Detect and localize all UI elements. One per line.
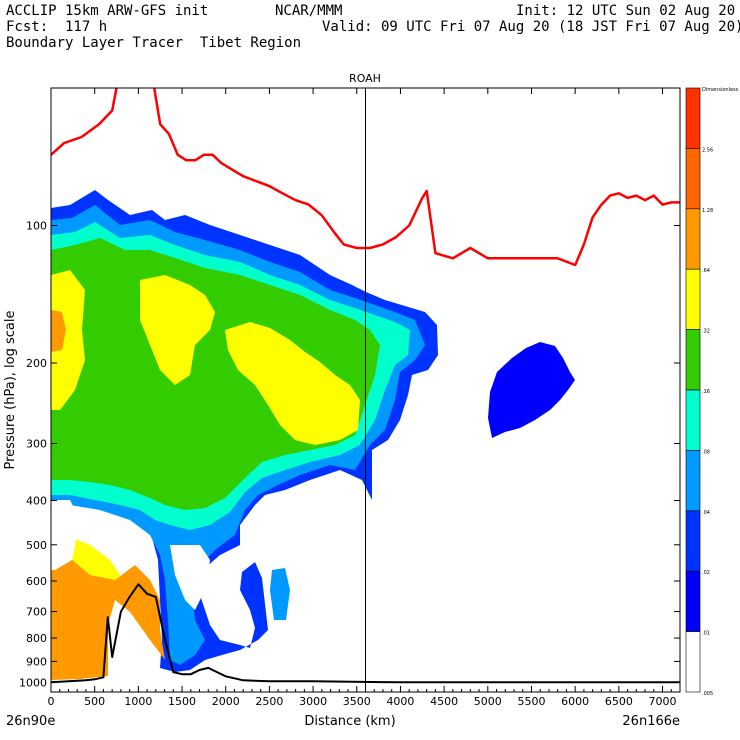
- x-tick-label: 1000: [124, 695, 152, 708]
- valid-time: Valid: 09 UTC Fri 07 Aug 20 (18 JST Fri …: [322, 19, 740, 35]
- field-description: Boundary Layer Tracer Tibet Region: [6, 35, 302, 51]
- y-tick-label: 1000: [19, 676, 47, 689]
- colorbar-swatch: [685, 87, 701, 149]
- x-tick-label: 6000: [561, 695, 589, 708]
- x-tick-label: 2000: [212, 695, 240, 708]
- x-tick-label: 6500: [605, 695, 633, 708]
- y-tick-label: 300: [26, 437, 47, 450]
- colorbar-label: .08: [702, 449, 710, 455]
- y-tick-label: 800: [26, 632, 47, 645]
- y-axis-label: Pressure (hPa), log scale: [3, 311, 18, 470]
- colorbar-swatch: [685, 389, 701, 451]
- x-tick-label: 7000: [649, 695, 677, 708]
- axis-layer: 0 500 1000 1500 2000 2500 3000 3500 4000 4500 5000…: [19, 88, 680, 708]
- tropopause-line: [51, 88, 680, 267]
- colorbar-swatch: [685, 570, 701, 632]
- colorbar-label: Dimensionless: [702, 87, 739, 93]
- colorbar-label: 1.28: [702, 208, 713, 214]
- colorbar-label: 2.56: [702, 147, 713, 153]
- forecast-hour: Fcst: 117 h: [6, 19, 108, 35]
- chart-title: ROAH: [349, 72, 381, 85]
- x-tick-label: 4500: [430, 695, 458, 708]
- organization-label: NCAR/MMM: [275, 3, 343, 19]
- y-tick-label: 500: [26, 539, 47, 552]
- x-tick-label: 1500: [168, 695, 196, 708]
- colorbar-swatch: [685, 148, 701, 210]
- x-tick-label: 3000: [299, 695, 327, 708]
- model-title: ACCLIP 15km ARW-GFS init: [6, 3, 209, 19]
- x-tick-label: 4000: [386, 695, 414, 708]
- x-tick-label: 5500: [517, 695, 545, 708]
- x-tick-label: 3500: [343, 695, 371, 708]
- init-time: Init: 12 UTC Sun 02 Aug 20: [516, 3, 736, 19]
- colorbar-swatch: [685, 208, 701, 270]
- colorbar-swatch: [685, 510, 701, 572]
- y-tick-label: 400: [26, 495, 47, 508]
- y-tick-label: 100: [26, 220, 47, 233]
- right-endpoint-label: 26n166e: [622, 714, 680, 729]
- colorbar-label: .02: [702, 570, 710, 576]
- left-endpoint-label: 26n90e: [6, 714, 55, 729]
- colorbar-swatch: [685, 329, 701, 391]
- colorbar-label: .32: [702, 329, 710, 335]
- x-axis-label: Distance (km): [304, 714, 395, 729]
- y-tick-label: 600: [26, 575, 47, 588]
- colorbar-swatch: [685, 631, 701, 693]
- y-tick-label: 700: [26, 606, 47, 619]
- x-tick-label: 500: [84, 695, 105, 708]
- x-tick-label: 0: [48, 695, 55, 708]
- colorbar-swatch: [685, 450, 701, 512]
- y-tick-label: 900: [26, 655, 47, 668]
- colorbar-label: .01: [702, 631, 710, 637]
- colorbar-label: .04: [702, 510, 710, 516]
- colorbar-label: .005: [702, 691, 713, 697]
- colorbar-label: .16: [702, 389, 710, 395]
- colorbar-swatch: [685, 268, 701, 330]
- colorbar: Dimensionless 2.56 1.28 .64 .32 .16 .08 .04 .02.…: [685, 87, 739, 697]
- x-tick-label: 5000: [474, 695, 502, 708]
- y-tick-label: 200: [26, 357, 47, 370]
- line-layer: [51, 88, 680, 692]
- tracer-contour-fills: [51, 190, 575, 680]
- x-tick-label: 2500: [255, 695, 283, 708]
- terrain-line: [51, 583, 680, 684]
- colorbar-label: .64: [702, 268, 710, 274]
